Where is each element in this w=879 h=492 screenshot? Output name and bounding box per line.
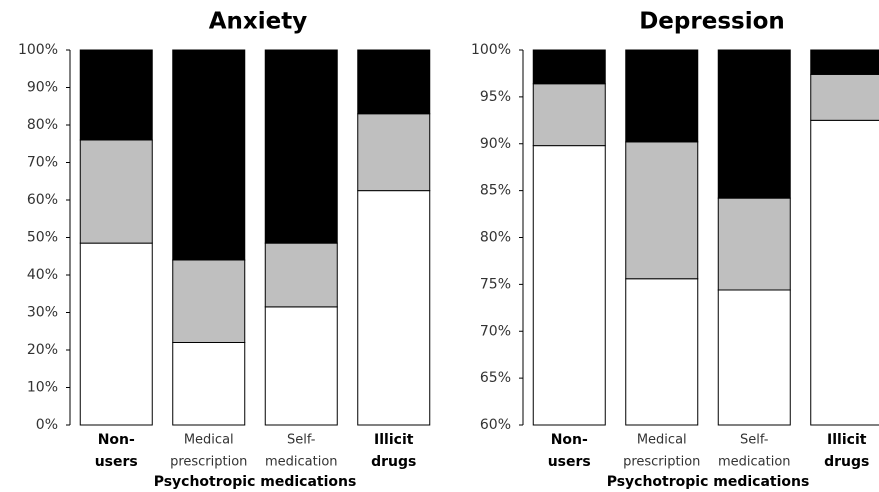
x-tick-label: Non- bbox=[98, 432, 135, 448]
x-tick-label: drugs bbox=[824, 454, 869, 470]
y-tick-label: 60% bbox=[480, 417, 511, 433]
bar-segment bbox=[172, 49, 246, 261]
bar-segment bbox=[532, 49, 606, 85]
chart-title: Depression bbox=[639, 9, 785, 35]
chart-title: Anxiety bbox=[209, 9, 307, 35]
x-tick-label: Illicit bbox=[827, 432, 867, 448]
y-tick-label: 80% bbox=[27, 117, 58, 133]
bar-segment bbox=[357, 113, 431, 192]
bar-segment bbox=[264, 306, 338, 426]
x-tick-label: Self- bbox=[740, 433, 769, 448]
bar-segment bbox=[717, 197, 791, 291]
y-tick-label: 65% bbox=[480, 370, 511, 386]
bar-segment bbox=[264, 242, 338, 308]
x-tick-label: medication bbox=[718, 455, 791, 470]
bar-segment bbox=[357, 49, 431, 115]
group-label: Psychotropic medications bbox=[154, 474, 357, 490]
bar-segment bbox=[79, 49, 153, 141]
bar-segment bbox=[717, 49, 791, 199]
bar-segment bbox=[79, 139, 153, 244]
y-tick-label: 50% bbox=[27, 230, 58, 246]
x-tick-label: users bbox=[95, 454, 138, 470]
bar-segment bbox=[717, 289, 791, 426]
x-tick-label: prescription bbox=[170, 455, 247, 470]
bar-segment bbox=[810, 49, 879, 75]
group-label: Psychotropic medications bbox=[607, 474, 810, 490]
y-tick-label: 30% bbox=[27, 305, 58, 321]
y-tick-label: 85% bbox=[480, 183, 511, 199]
bar-segment bbox=[625, 141, 699, 280]
bar-segment bbox=[625, 278, 699, 426]
x-tick-label: users bbox=[548, 454, 591, 470]
bar-segment bbox=[810, 73, 879, 121]
bar-segment bbox=[532, 145, 606, 426]
bar-segment bbox=[357, 190, 431, 426]
bar-segment bbox=[172, 342, 246, 426]
y-tick-label: 70% bbox=[480, 323, 511, 339]
bar-segment bbox=[172, 259, 246, 343]
bar-segment bbox=[810, 119, 879, 426]
y-tick-label: 90% bbox=[480, 136, 511, 152]
x-tick-label: medication bbox=[265, 455, 338, 470]
y-tick-label: 80% bbox=[480, 230, 511, 246]
y-tick-label: 40% bbox=[27, 267, 58, 283]
bar-segment bbox=[532, 83, 606, 147]
y-tick-label: 0% bbox=[36, 417, 58, 433]
x-tick-label: drugs bbox=[371, 454, 416, 470]
y-tick-label: 95% bbox=[480, 89, 511, 105]
y-tick-label: 90% bbox=[27, 80, 58, 96]
y-tick-label: 20% bbox=[27, 342, 58, 358]
y-tick-label: 75% bbox=[480, 276, 511, 292]
x-tick-label: Medical bbox=[637, 433, 687, 448]
x-tick-label: Self- bbox=[287, 433, 316, 448]
x-tick-label: Medical bbox=[184, 433, 234, 448]
y-tick-label: 100% bbox=[18, 42, 58, 58]
x-tick-label: Illicit bbox=[374, 432, 414, 448]
y-tick-label: 60% bbox=[27, 192, 58, 208]
bar-segment bbox=[625, 49, 699, 143]
y-tick-label: 10% bbox=[27, 380, 58, 396]
bar-segment bbox=[264, 49, 338, 244]
x-tick-label: prescription bbox=[623, 455, 700, 470]
bar-segment bbox=[79, 242, 153, 426]
x-tick-label: Non- bbox=[551, 432, 588, 448]
y-tick-label: 70% bbox=[27, 155, 58, 171]
y-tick-label: 100% bbox=[471, 42, 511, 58]
